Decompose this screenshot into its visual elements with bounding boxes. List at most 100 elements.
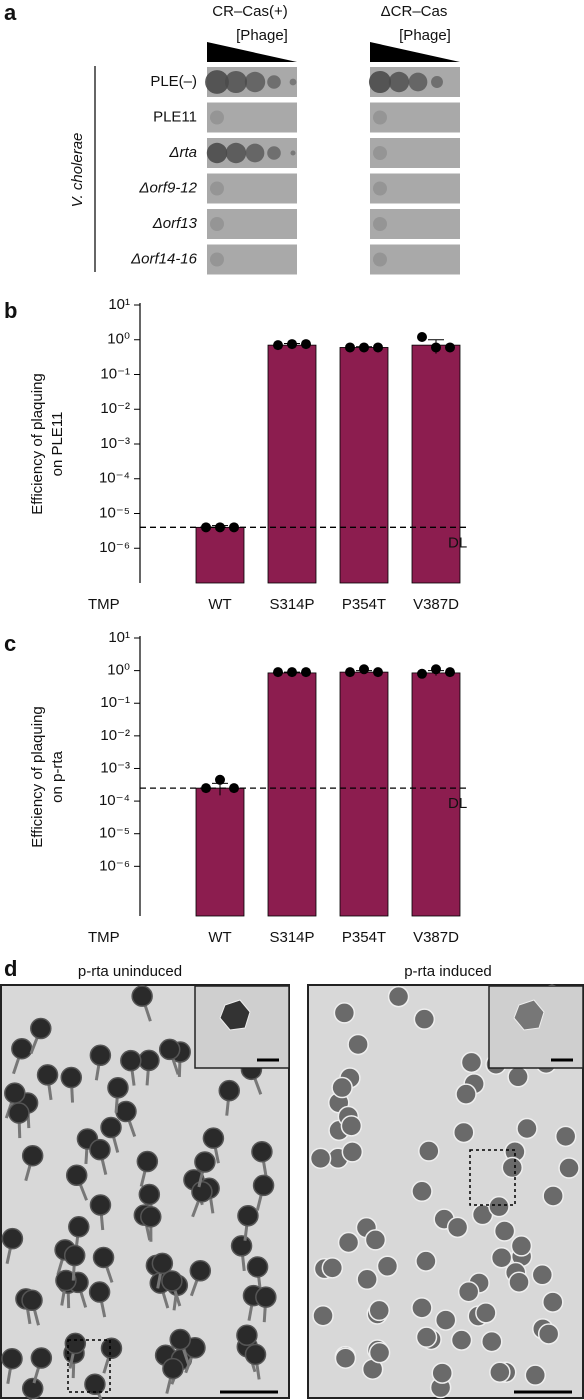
- y-tick-label: 10¹: [108, 296, 130, 313]
- plaque: [210, 252, 224, 267]
- data-point: [431, 342, 441, 353]
- x-tick-label: P354T: [342, 596, 386, 613]
- x-tick-label: P354T: [342, 929, 386, 946]
- capsid: [60, 1066, 83, 1089]
- plaque: [431, 76, 443, 88]
- capsid: [455, 1083, 477, 1105]
- x-tick-label: V387D: [413, 929, 459, 946]
- capsid: [100, 1116, 122, 1139]
- capsid: [489, 1361, 511, 1383]
- capsid: [246, 1256, 269, 1278]
- y-tick-label: 10⁻¹: [100, 365, 130, 382]
- capsid: [1, 1347, 23, 1370]
- plaque: [267, 75, 281, 89]
- plaque: [408, 72, 428, 92]
- data-point: [345, 342, 355, 353]
- plaque: [373, 110, 387, 125]
- row-label: Δrta: [168, 144, 197, 161]
- bar: [411, 344, 461, 584]
- capsid: [376, 1255, 399, 1277]
- plaque: [210, 181, 224, 196]
- data-point: [359, 664, 369, 675]
- plaque: [225, 142, 247, 164]
- capsid: [68, 1216, 90, 1238]
- data-point: [215, 774, 225, 785]
- plaque: [267, 146, 281, 160]
- capsid: [92, 1246, 115, 1269]
- capsid: [411, 1297, 433, 1319]
- y-axis-label: on PLE11: [49, 412, 66, 477]
- panel-label: a: [4, 0, 17, 25]
- capsid: [531, 1264, 554, 1286]
- capsid: [21, 1289, 43, 1312]
- y-tick-label: 10⁻²: [100, 727, 130, 744]
- capsid: [364, 1229, 387, 1251]
- wedge: [370, 42, 460, 62]
- capsid: [554, 1125, 577, 1148]
- detection-limit-label: DL: [448, 795, 467, 812]
- roi-box: [67, 1339, 111, 1393]
- row-label: Δorf13: [152, 215, 198, 232]
- capsid: [331, 1076, 353, 1099]
- capsid: [312, 1304, 334, 1327]
- capsid: [490, 1246, 513, 1269]
- capsid: [347, 1033, 369, 1056]
- bar: [339, 671, 389, 917]
- plaque: [210, 217, 224, 231]
- y-tick-label: 10⁻¹: [100, 694, 130, 711]
- capsid: [120, 1049, 142, 1072]
- plaque: [210, 110, 224, 125]
- capsid: [84, 1373, 106, 1396]
- data-point: [301, 667, 311, 678]
- capsid: [158, 1038, 181, 1061]
- data-point: [417, 331, 427, 342]
- x-axis-label: TMP: [88, 929, 120, 946]
- capsid: [230, 1235, 253, 1257]
- y-tick-label: 10⁻⁴: [99, 792, 130, 809]
- capsid: [89, 1194, 112, 1216]
- column-title: CR–Cas(+): [212, 3, 287, 20]
- image-title: p-rta induced: [404, 963, 492, 980]
- capsid: [218, 1079, 241, 1102]
- capsid: [337, 1231, 360, 1254]
- capsid: [89, 1138, 111, 1161]
- capsid: [138, 1183, 161, 1206]
- group-label: V. cholerae: [69, 133, 86, 208]
- y-tick-label: 10⁻⁶: [99, 857, 130, 874]
- capsid: [140, 1206, 162, 1228]
- capsid: [252, 1174, 275, 1197]
- row-label: PLE(–): [150, 73, 197, 90]
- y-tick-label: 10⁻⁵: [99, 825, 130, 842]
- capsid: [136, 1150, 159, 1173]
- data-point: [273, 667, 283, 678]
- y-tick-label: 10⁻⁶: [99, 539, 130, 556]
- y-tick-label: 10¹: [108, 629, 130, 646]
- capsid: [488, 1195, 510, 1218]
- capsid: [161, 1270, 183, 1292]
- plaque: [245, 143, 265, 163]
- capsid: [516, 1117, 538, 1140]
- plaque: [373, 181, 387, 196]
- plaque: [388, 71, 410, 93]
- capsid: [334, 1347, 357, 1369]
- plaque: [244, 71, 266, 93]
- row-label: PLE11: [153, 108, 197, 125]
- plaque: [224, 70, 248, 94]
- capsid: [131, 985, 153, 1007]
- capsid: [21, 1144, 44, 1167]
- capsid: [558, 1157, 580, 1179]
- panel-label: c: [4, 631, 16, 656]
- x-axis-label: TMP: [88, 596, 120, 613]
- data-point: [373, 667, 383, 678]
- column-subtitle: [Phage]: [399, 27, 451, 44]
- data-point: [273, 340, 283, 351]
- capsid: [255, 1286, 277, 1308]
- data-point: [301, 339, 311, 350]
- capsid: [4, 1082, 26, 1104]
- y-tick-label: 10⁰: [107, 331, 130, 348]
- capsid: [55, 1269, 77, 1292]
- capsid: [309, 1147, 332, 1170]
- capsid: [138, 1049, 160, 1072]
- capsid: [36, 1064, 59, 1086]
